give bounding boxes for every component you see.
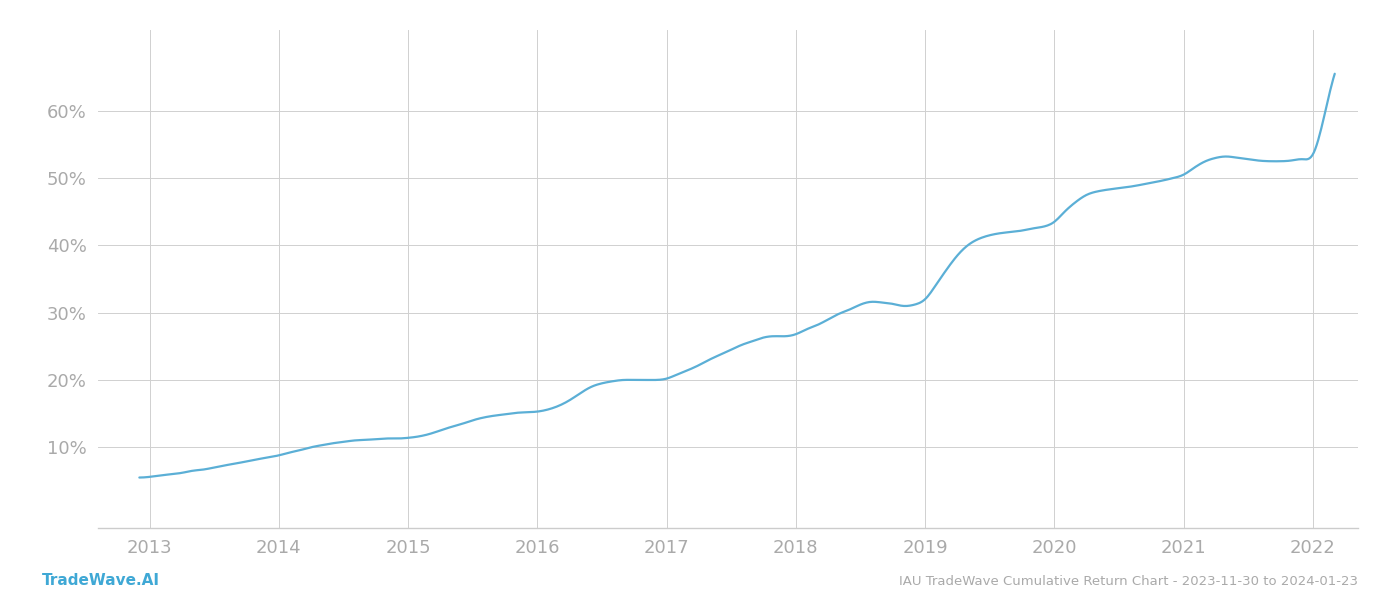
Text: TradeWave.AI: TradeWave.AI (42, 573, 160, 588)
Text: IAU TradeWave Cumulative Return Chart - 2023-11-30 to 2024-01-23: IAU TradeWave Cumulative Return Chart - … (899, 575, 1358, 588)
